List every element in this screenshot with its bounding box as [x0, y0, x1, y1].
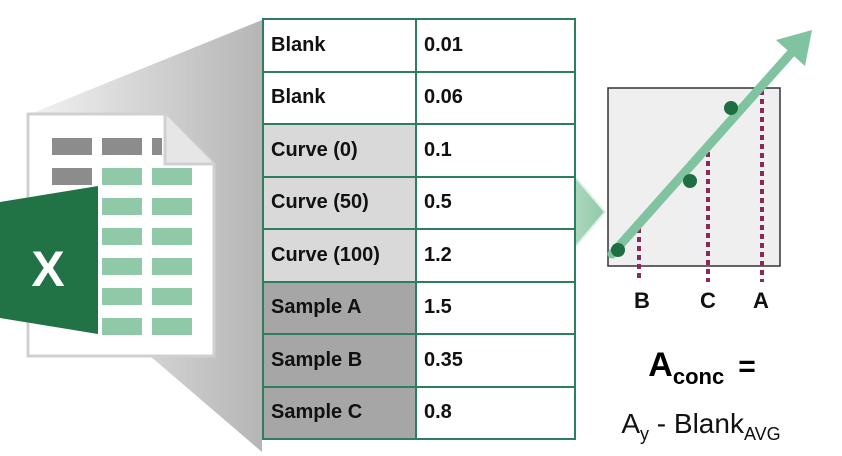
trend-line [607, 47, 797, 259]
row-value: 0.06 [415, 70, 576, 125]
table-row: Blank 0.06 [262, 70, 576, 125]
table-row: Sample B 0.35 [262, 333, 576, 388]
row-value: 0.01 [415, 18, 576, 73]
table-row: Curve (100) 1.2 [262, 228, 576, 283]
formula-rhs-a: A [621, 408, 641, 439]
formula-equals: = [738, 350, 756, 383]
excel-letter: X [31, 241, 64, 297]
row-value: 1.2 [415, 228, 576, 283]
row-label: Blank [262, 18, 417, 73]
row-label: Sample C [262, 385, 417, 440]
table-row: Curve (50) 0.5 [262, 175, 576, 230]
formula-a-sub: conc [672, 364, 725, 389]
row-value: 0.1 [415, 123, 576, 178]
table-row: Sample C 0.8 [262, 385, 576, 440]
row-label: Sample B [262, 333, 417, 388]
marker-label-c: C [700, 288, 716, 313]
data-table: Blank 0.01 Blank 0.06 Curve (0) 0.1 Curve (50)… [262, 18, 576, 440]
data-point-b [611, 243, 625, 257]
trend-arrowhead [776, 30, 812, 66]
excel-badge [0, 186, 98, 334]
row-value: 1.5 [415, 280, 576, 335]
row-value: 0.35 [415, 333, 576, 388]
table-row: Sample A 1.5 [262, 280, 576, 335]
formula-rhs-a-sub: y [640, 424, 650, 444]
row-value: 0.8 [415, 385, 576, 440]
marker-label-b: B [634, 288, 650, 313]
table-row: Curve (0) 0.1 [262, 123, 576, 178]
row-label: Curve (100) [262, 228, 417, 283]
row-label: Curve (50) [262, 175, 417, 230]
formula-main: Aconc = [612, 346, 792, 390]
row-label: Curve (0) [262, 123, 417, 178]
formula-rhs-mid: - Blank [649, 408, 744, 439]
excel-icon [0, 112, 216, 358]
data-point-a [724, 101, 738, 115]
table-body: Blank 0.01 Blank 0.06 Curve (0) 0.1 Curve (50)… [262, 18, 576, 440]
table-row: Blank 0.01 [262, 18, 576, 73]
data-point-c [683, 174, 697, 188]
row-label: Blank [262, 70, 417, 125]
marker-label-a: A [753, 288, 769, 313]
row-label: Sample A [262, 280, 417, 335]
formula-a: A [648, 346, 673, 384]
formula-rhs-sub: AVG [743, 424, 781, 444]
row-value: 0.5 [415, 175, 576, 230]
formula-expression: Ay - BlankAVG [596, 408, 806, 445]
